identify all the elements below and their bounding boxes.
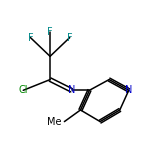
Text: F: F — [67, 33, 73, 43]
Text: Cl: Cl — [19, 85, 28, 95]
Text: F: F — [28, 33, 33, 43]
Text: Me: Me — [47, 117, 62, 127]
Text: N: N — [68, 85, 75, 95]
Text: N: N — [125, 85, 132, 95]
Text: F: F — [47, 27, 53, 37]
